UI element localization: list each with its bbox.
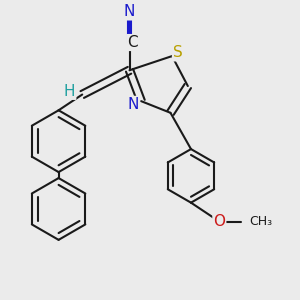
- Text: CH₃: CH₃: [249, 215, 272, 228]
- Text: H: H: [64, 84, 75, 99]
- Text: S: S: [173, 45, 183, 60]
- Text: C: C: [128, 35, 138, 50]
- Text: O: O: [213, 214, 225, 229]
- Text: N: N: [124, 4, 135, 20]
- Text: N: N: [128, 97, 139, 112]
